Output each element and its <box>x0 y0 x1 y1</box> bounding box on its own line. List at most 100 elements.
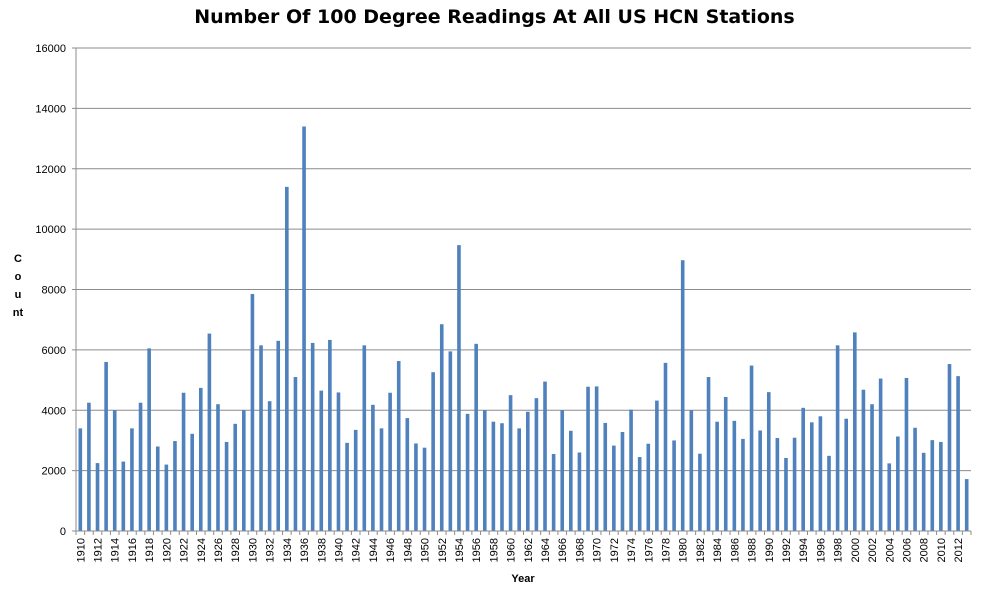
bar-1935 <box>293 377 298 531</box>
x-tick-label: 2000 <box>850 538 862 562</box>
bar-1943 <box>362 345 367 531</box>
bar-1983 <box>706 377 711 531</box>
bars <box>78 126 969 532</box>
bar-2003 <box>878 378 883 531</box>
y-tick-label: 12000 <box>35 164 66 176</box>
x-tick-label: 1988 <box>747 538 759 562</box>
bar-1937 <box>310 342 315 531</box>
x-tick-label: 1948 <box>402 538 414 562</box>
bar-1966 <box>560 410 565 531</box>
bar-1941 <box>345 442 349 531</box>
x-tick-label: 1934 <box>282 538 294 562</box>
bar-1938 <box>319 390 324 531</box>
bar-2010 <box>939 441 943 531</box>
bar-1925 <box>207 333 212 531</box>
y-tick-label: 4000 <box>42 405 66 417</box>
y-tick-labels: 0 2000 4000 6000 8000 10000 12000 14000 16000 <box>35 43 66 538</box>
bar-1976 <box>646 443 651 531</box>
bar-1918 <box>147 348 151 531</box>
x-tick-label: 1974 <box>626 538 638 562</box>
x-tick-label: 1962 <box>523 538 535 562</box>
x-tick-label: 1942 <box>351 538 363 562</box>
y-tick-label: 2000 <box>42 466 66 478</box>
bar-1971 <box>603 422 608 531</box>
bar-1984 <box>715 421 719 531</box>
bar-1951 <box>431 372 435 531</box>
x-tick-label: 1950 <box>420 538 432 562</box>
bar-1955 <box>465 413 470 531</box>
x-tick-label: 1978 <box>661 538 673 562</box>
x-tick-label: 1914 <box>110 538 122 562</box>
bar-2009 <box>930 440 935 531</box>
bar-1939 <box>328 339 332 531</box>
bar-1946 <box>388 392 392 531</box>
bar-1982 <box>698 453 702 531</box>
bar-1944 <box>371 404 375 531</box>
x-tick-label: 1954 <box>454 538 466 562</box>
bar-1911 <box>87 402 91 531</box>
bar-2005 <box>896 436 900 531</box>
bar-1997 <box>827 455 831 531</box>
bar-1950 <box>422 447 427 531</box>
x-tick-label: 1956 <box>471 538 483 562</box>
bar-1940 <box>336 392 341 531</box>
bar-2001 <box>861 389 866 531</box>
bar-1927 <box>224 441 229 531</box>
bar-1931 <box>259 345 263 531</box>
bar-1915 <box>121 461 126 531</box>
bar-1913 <box>104 361 108 531</box>
x-tick-labels: 1910 1912 1914 1916 1918 1920 1922 1924 1926 1928… <box>75 538 965 562</box>
bar-1973 <box>620 431 625 531</box>
bar-2013 <box>964 479 969 531</box>
bar-1963 <box>534 398 539 531</box>
bar-1975 <box>637 457 642 531</box>
bar-1920 <box>164 464 169 531</box>
bar-1968 <box>577 452 582 531</box>
bar-1917 <box>138 402 143 531</box>
bar-1953 <box>448 351 453 531</box>
bar-1934 <box>285 186 289 532</box>
y-axis-title: Count <box>12 253 24 319</box>
bar-1995 <box>809 422 814 531</box>
x-tick-label: 1984 <box>712 538 724 562</box>
bar-1942 <box>353 429 358 531</box>
x-tick-label: 1940 <box>333 538 345 562</box>
x-tick-label: 1958 <box>488 538 500 562</box>
bar-1958 <box>491 421 496 531</box>
bar-1954 <box>457 245 461 531</box>
bar-1991 <box>775 438 780 531</box>
x-tick-label: 2010 <box>936 538 948 562</box>
bar-1992 <box>784 457 788 531</box>
x-tick-label: 1964 <box>540 538 552 562</box>
bar-1952 <box>439 324 444 531</box>
bar-1929 <box>242 410 246 531</box>
bar-2000 <box>853 332 857 531</box>
y-tick-label: 8000 <box>42 285 66 297</box>
bar-1990 <box>766 392 771 531</box>
bar-2004 <box>887 463 892 531</box>
y-tick-label: 10000 <box>35 224 66 236</box>
bar-1996 <box>818 416 823 531</box>
bar-1998 <box>835 345 840 531</box>
x-tick-label: 1982 <box>695 538 707 562</box>
x-tick-label: 1916 <box>127 538 139 562</box>
bar-1987 <box>741 438 745 531</box>
bar-1967 <box>569 430 573 531</box>
bar-1924 <box>198 387 203 531</box>
bar-1994 <box>801 407 805 531</box>
x-tick-label: 1936 <box>299 538 311 562</box>
x-tick-label: 1922 <box>179 538 191 562</box>
x-tick-label: 1918 <box>144 538 156 562</box>
bar-1923 <box>190 433 194 531</box>
bar-1916 <box>130 428 134 531</box>
bar-1964 <box>543 381 547 531</box>
bar-1919 <box>155 446 160 531</box>
y-tick-label: 6000 <box>42 345 66 357</box>
x-tick-label: 1990 <box>764 538 776 562</box>
bar-2007 <box>913 427 917 531</box>
x-tick-label: 1910 <box>75 538 87 562</box>
bar-1928 <box>233 423 238 531</box>
y-tick-label: 0 <box>60 526 66 538</box>
bar-1949 <box>414 443 418 531</box>
bar-1930 <box>250 294 255 531</box>
